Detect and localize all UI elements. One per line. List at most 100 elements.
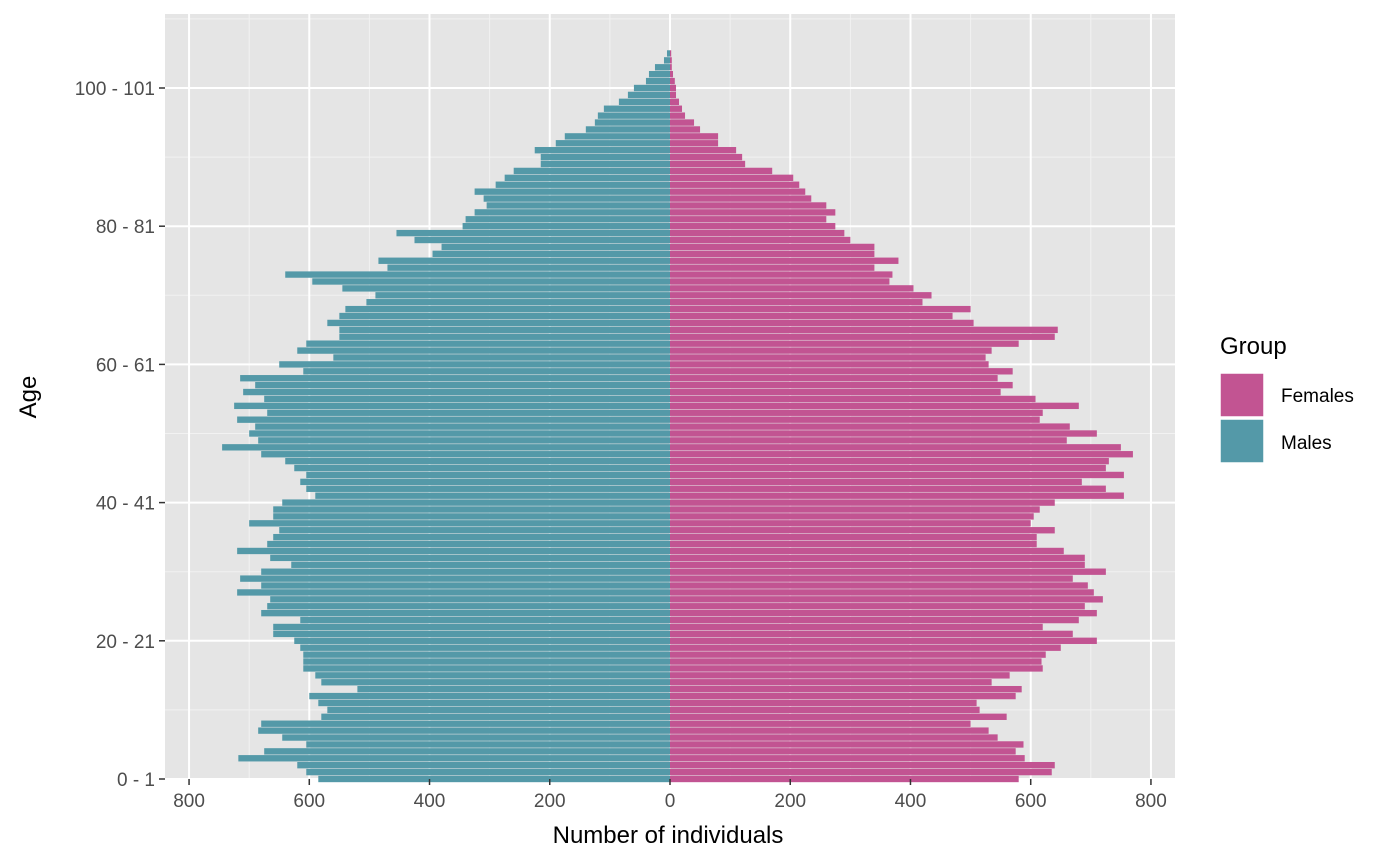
bar-males-age-84 (483, 195, 670, 202)
bar-males-age-83 (486, 202, 670, 209)
bar-males-age-105 (666, 50, 670, 57)
bar-males-age-46 (285, 457, 670, 465)
bar-males-age-61 (333, 354, 670, 361)
bar-males-age-34 (267, 540, 670, 548)
bar-females-age-77 (670, 243, 875, 251)
bar-females-age-49 (670, 437, 1067, 444)
bar-females-age-83 (670, 202, 827, 209)
bar-females-age-14 (670, 679, 992, 686)
bar-females-age-60 (670, 361, 989, 368)
bar-males-age-8 (261, 720, 670, 727)
bar-females-age-78 (670, 236, 851, 244)
bar-males-age-58 (240, 375, 670, 382)
bar-females-age-2 (670, 762, 1055, 769)
bar-males-age-42 (306, 485, 670, 492)
bar-females-age-22 (670, 623, 1043, 631)
bar-females-age-38 (670, 513, 1034, 520)
legend-label-males: Males (1281, 433, 1332, 454)
bar-males-age-91 (534, 147, 670, 154)
bar-males-age-6 (282, 734, 670, 741)
bar-males-age-67 (339, 312, 670, 320)
bar-females-age-94 (670, 126, 701, 133)
bar-males-age-104 (663, 57, 670, 64)
bar-females-age-40 (670, 499, 1055, 506)
bar-females-age-70 (670, 292, 932, 299)
bar-males-age-52 (237, 416, 670, 423)
bar-males-age-25 (267, 603, 670, 610)
bar-females-age-42 (670, 485, 1106, 492)
bar-males-age-66 (327, 319, 670, 327)
bar-males-age-79 (396, 229, 670, 237)
bar-males-age-24 (261, 609, 670, 617)
y-tick-label: 100 - 101 (75, 79, 155, 100)
bar-males-age-17 (303, 658, 670, 665)
x-axis-title: Number of individuals (553, 822, 784, 849)
bar-males-age-96 (597, 112, 670, 119)
bar-males-age-19 (300, 644, 670, 651)
y-tick-label: 0 - 1 (117, 770, 155, 791)
bar-males-age-1 (306, 768, 670, 776)
axes-layer: 800 600 400 200 0 200 400 600 800 0 - 1 20 - 21 40 … (75, 79, 1167, 812)
bar-females-age-99 (670, 91, 677, 99)
series-females-bars (670, 50, 1133, 783)
bar-males-age-13 (357, 685, 670, 693)
bar-females-age-47 (670, 451, 1133, 458)
bar-males-age-4 (264, 748, 670, 755)
bar-males-age-76 (432, 250, 670, 258)
bar-males-age-28 (261, 582, 670, 589)
bar-females-age-79 (670, 229, 845, 237)
bar-females-age-15 (670, 672, 1010, 679)
bar-females-age-86 (670, 181, 800, 188)
bar-males-age-59 (303, 368, 670, 375)
bar-females-age-65 (670, 326, 1058, 334)
bar-females-age-48 (670, 444, 1121, 451)
bar-females-age-103 (670, 64, 672, 71)
bar-females-age-96 (670, 112, 686, 119)
bar-females-age-97 (670, 105, 683, 112)
bar-females-age-17 (670, 658, 1042, 665)
bar-males-age-3 (238, 755, 670, 762)
bar-females-age-3 (670, 755, 1025, 762)
bar-males-age-63 (306, 340, 670, 347)
bar-males-age-43 (300, 478, 670, 486)
legend: Group Females Males (1219, 333, 1354, 464)
bar-females-age-31 (670, 561, 1085, 568)
bar-males-age-20 (294, 637, 670, 644)
bar-males-age-78 (414, 236, 670, 244)
bar-males-age-45 (294, 464, 670, 472)
bar-males-age-74 (387, 264, 670, 271)
bar-males-age-48 (222, 444, 670, 451)
bar-males-age-89 (540, 160, 670, 168)
bar-males-age-56 (243, 388, 670, 396)
bar-females-age-102 (670, 71, 674, 78)
bar-males-age-18 (303, 651, 670, 658)
bar-females-age-36 (670, 527, 1055, 534)
bar-females-age-24 (670, 609, 1097, 617)
bar-males-age-55 (264, 395, 670, 403)
bar-females-age-4 (670, 748, 1016, 755)
bar-females-age-52 (670, 416, 1040, 423)
bar-males-age-103 (654, 64, 670, 71)
bar-females-age-9 (670, 713, 1007, 720)
bar-females-age-76 (670, 250, 875, 258)
bar-females-age-74 (670, 264, 875, 271)
bar-females-age-95 (670, 119, 695, 126)
bar-females-age-54 (670, 402, 1079, 410)
bar-females-age-35 (670, 533, 1037, 541)
bar-males-age-40 (282, 499, 670, 506)
bar-females-age-10 (670, 706, 980, 714)
y-axis-title: Age (15, 376, 42, 419)
bar-males-age-95 (594, 119, 670, 126)
x-tick-label: 400 (414, 791, 446, 812)
x-tick-label: 400 (895, 791, 927, 812)
bar-females-age-62 (670, 347, 992, 354)
bar-males-age-81 (465, 216, 670, 223)
bar-males-age-12 (309, 692, 670, 700)
y-tick-label: 80 - 81 (96, 217, 155, 238)
bar-females-age-11 (670, 699, 977, 707)
bar-females-age-55 (670, 395, 1036, 403)
bar-males-age-72 (312, 278, 670, 285)
bar-females-age-68 (670, 305, 971, 313)
